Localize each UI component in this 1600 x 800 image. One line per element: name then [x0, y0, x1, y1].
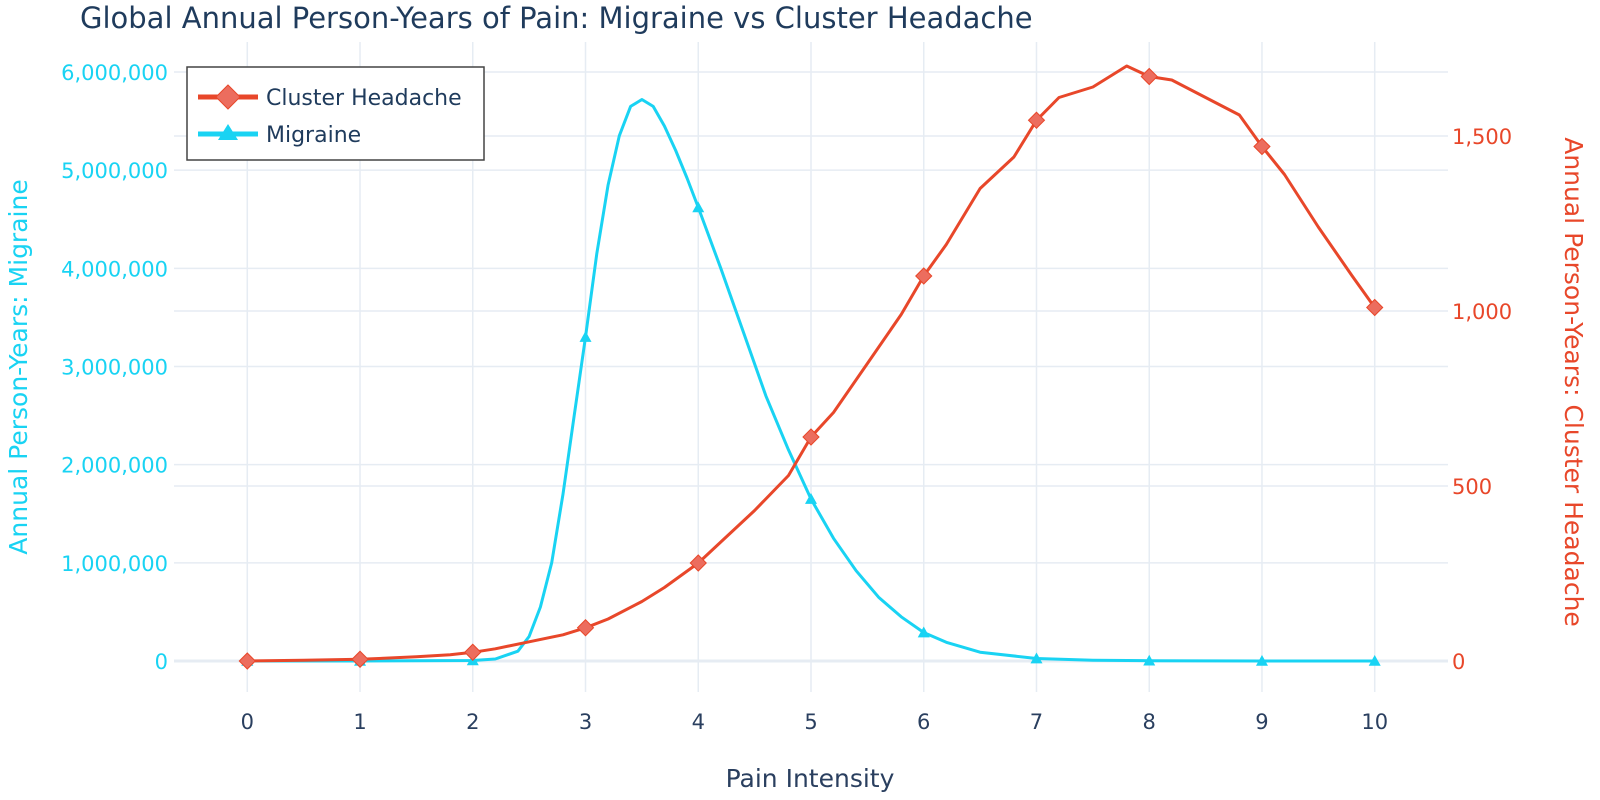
chart-title: Global Annual Person-Years of Pain: Migr…: [80, 1, 1033, 35]
data-point-migraine: [1030, 652, 1043, 664]
data-point-migraine: [805, 493, 817, 504]
y-left-tick-label: 5,000,000: [61, 159, 168, 183]
legend-label-cluster-headache: Cluster Headache: [266, 86, 462, 111]
y-right-axis-title: Annual Person-Years: Cluster Headache: [1559, 137, 1588, 627]
x-tick-label: 5: [804, 710, 817, 734]
x-axis-ticks: 0 1 2 3 4 5 6 7 8 9 10: [241, 710, 1388, 734]
y-left-tick-label: 1,000,000: [61, 552, 168, 576]
data-point-cluster-headache: [1027, 111, 1046, 129]
data-point-cluster-headache: [1253, 137, 1271, 156]
data-point-cluster-headache: [1140, 67, 1158, 86]
x-axis-title: Pain Intensity: [726, 764, 895, 793]
series-lines: [247, 64, 1376, 663]
data-point-cluster-headache: [576, 619, 595, 637]
y-left-tick-label: 2,000,000: [61, 454, 168, 478]
x-tick-label: 4: [692, 710, 705, 734]
y-right-tick-label: 1,500: [1452, 125, 1512, 149]
legend-item-cluster-headache[interactable]: Cluster Headache: [198, 84, 462, 111]
data-point-migraine: [1255, 654, 1268, 666]
data-point-cluster-headache: [802, 428, 820, 446]
data-point-cluster-headache: [238, 652, 256, 670]
series-markers: [238, 67, 1384, 670]
y-left-tick-label: 4,000,000: [61, 257, 168, 281]
x-tick-label: 1: [353, 710, 366, 734]
data-point-migraine: [692, 201, 705, 213]
data-point-cluster-headache: [689, 554, 707, 572]
legend-marker-cluster-headache: [215, 84, 241, 110]
legend-item-migraine[interactable]: Migraine: [198, 123, 361, 148]
data-point-cluster-headache: [464, 643, 482, 661]
y-left-tick-label: 0: [155, 650, 168, 674]
x-tick-label: 3: [579, 710, 592, 734]
y-left-tick-label: 6,000,000: [61, 61, 168, 85]
x-tick-label: 10: [1361, 710, 1388, 734]
legend: Cluster Headache Migraine: [186, 66, 485, 161]
y-right-tick-label: 1,000: [1452, 300, 1512, 324]
data-point-cluster-headache: [915, 267, 933, 285]
x-tick-label: 9: [1255, 710, 1268, 734]
y-right-tick-label: 500: [1452, 475, 1492, 499]
legend-marker-migraine: [218, 124, 238, 140]
y-left-axis-ticks: 0 1,000,000 2,000,000 3,000,000 4,000,000 5,0…: [61, 61, 168, 674]
data-point-migraine: [917, 626, 930, 638]
series-line-cluster-headache: [247, 64, 1376, 663]
legend-label-migraine: Migraine: [266, 123, 361, 148]
legend-box: [186, 66, 485, 161]
x-tick-label: 7: [1030, 710, 1043, 734]
y-right-axis-ticks: 0 500 1,000 1,500: [1452, 125, 1512, 674]
x-tick-label: 0: [241, 710, 254, 734]
data-point-migraine: [1368, 655, 1381, 666]
y-left-axis-title: Annual Person-Years: Migraine: [4, 179, 33, 554]
x-tick-label: 6: [917, 710, 930, 734]
data-point-cluster-headache: [1366, 298, 1384, 317]
x-tick-label: 2: [466, 710, 479, 734]
data-point-migraine: [1143, 654, 1156, 666]
y-right-tick-label: 0: [1452, 650, 1465, 674]
series-line-migraine: [247, 98, 1375, 663]
data-point-migraine: [579, 331, 592, 342]
x-tick-label: 8: [1143, 710, 1156, 734]
data-point-cluster-headache: [351, 650, 369, 668]
y-left-tick-label: 3,000,000: [61, 356, 168, 380]
